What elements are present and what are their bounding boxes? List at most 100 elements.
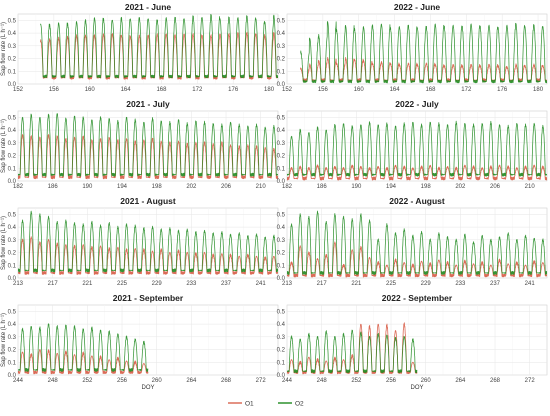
x-tick-label: 244 <box>13 378 24 384</box>
grid <box>286 208 547 279</box>
series-line-o2 <box>18 210 278 273</box>
y-tick-label: 0.5 <box>8 309 17 315</box>
y-tick-label: 0.0 <box>277 82 286 88</box>
y-axis-title: Sap flow rate (L h⁻¹) <box>1 22 7 76</box>
x-tick-label: 268 <box>221 378 232 384</box>
x-tick-label: 186 <box>317 184 328 190</box>
x-tick-label: 182 <box>282 184 293 190</box>
legend-label: O2 <box>295 400 304 407</box>
panel-7: 2021 - September 244 248 252 256 260 264 268 272… <box>1 293 279 391</box>
x-tick-label: 252 <box>351 378 362 384</box>
series-line-o2 <box>18 323 149 372</box>
panel-title: 2022 - September <box>382 293 453 303</box>
y-tick-label: 0.3 <box>277 335 286 341</box>
panel-title: 2022 - June <box>394 2 441 12</box>
y-tick-label: 0.4 <box>8 128 17 134</box>
x-tick-label: 180 <box>264 87 275 93</box>
y-tick-label: 0.2 <box>8 251 17 257</box>
x-tick-label: 206 <box>221 184 232 190</box>
panel-title: 2021 - July <box>126 99 170 109</box>
y-tick-label: 0.1 <box>277 166 286 172</box>
series-line-o2 <box>287 329 418 374</box>
y-tick-label: 0.4 <box>277 31 286 37</box>
series-line-o2 <box>300 21 547 84</box>
y-tick-label: 0.1 <box>8 263 17 269</box>
x-tick-label: 210 <box>525 184 536 190</box>
series-line-o1 <box>287 322 418 375</box>
x-tick-label: 248 <box>317 378 328 384</box>
plot-area <box>286 13 548 85</box>
y-tick-label: 0.5 <box>8 18 17 24</box>
x-tick-label: 202 <box>186 184 197 190</box>
x-tick-label: 152 <box>13 87 24 93</box>
y-tick-label: 0.3 <box>8 44 17 50</box>
x-tick-label: 229 <box>152 281 163 287</box>
x-tick-label: 198 <box>152 184 163 190</box>
y-tick-label: 0.1 <box>8 360 17 366</box>
x-tick-label: 156 <box>49 87 60 93</box>
y-tick-label: 0.1 <box>277 360 286 366</box>
plot-area <box>17 207 279 279</box>
y-tick-label: 0.2 <box>277 154 286 160</box>
grid <box>17 208 278 279</box>
y-tick-label: 0.3 <box>8 141 17 147</box>
x-tick-label: 217 <box>48 281 59 287</box>
plot-area <box>17 304 279 376</box>
x-tick-label: 233 <box>186 281 197 287</box>
y-tick-label: 0.4 <box>277 128 286 134</box>
x-tick-label: 221 <box>82 281 93 287</box>
x-tick-label: 233 <box>455 281 466 287</box>
x-tick-label: 256 <box>386 378 397 384</box>
y-tick-label: 0.5 <box>8 212 17 218</box>
series-line-o1 <box>18 349 149 375</box>
x-tick-label: 164 <box>390 87 401 93</box>
y-tick-label: 0.0 <box>8 373 17 379</box>
y-tick-label: 0.3 <box>277 44 286 50</box>
panel-2: 2022 - June 152 156 160 164 168 172 176 180 0.0 0.… <box>277 2 548 93</box>
y-tick-label: 0.5 <box>277 115 286 121</box>
x-tick-label: 190 <box>351 184 362 190</box>
plot-area <box>286 110 548 182</box>
x-tick-label: 168 <box>425 87 436 93</box>
series-line-o1 <box>18 134 278 180</box>
x-tick-label: 260 <box>152 378 163 384</box>
y-tick-label: 0.2 <box>8 57 17 63</box>
y-tick-label: 0.0 <box>277 276 286 282</box>
x-tick-label: 194 <box>117 184 128 190</box>
panel-title: 2022 - August <box>389 196 445 206</box>
x-tick-label: 180 <box>533 87 544 93</box>
panel-title: 2021 - June <box>125 2 172 12</box>
x-tick-label: 237 <box>490 281 501 287</box>
plot-area <box>286 207 548 279</box>
x-tick-label: 213 <box>13 281 24 287</box>
y-tick-label: 0.4 <box>8 225 17 231</box>
x-tick-label: 213 <box>282 281 293 287</box>
y-tick-label: 0.5 <box>8 115 17 121</box>
x-tick-label: 260 <box>421 378 432 384</box>
y-axis-title: Sap flow rate (L h⁻¹) <box>1 216 7 270</box>
x-tick-label: 217 <box>317 281 328 287</box>
x-tick-label: 190 <box>82 184 93 190</box>
legend-label: O1 <box>245 400 254 407</box>
series-line-o2 <box>18 113 278 177</box>
x-tick-label: 221 <box>351 281 362 287</box>
grid <box>286 14 547 85</box>
x-tick-label: 172 <box>461 87 472 93</box>
grid <box>286 305 547 376</box>
series-line-o2 <box>40 14 278 79</box>
y-tick-label: 0.3 <box>277 141 286 147</box>
x-axis-title: DOY <box>141 385 154 391</box>
y-tick-label: 0.1 <box>277 69 286 75</box>
x-tick-label: 172 <box>192 87 203 93</box>
legend-item-o1: O1 <box>228 400 254 407</box>
x-tick-label: 225 <box>117 281 128 287</box>
x-tick-label: 206 <box>490 184 501 190</box>
series-line-o1 <box>287 241 547 278</box>
x-tick-label: 168 <box>156 87 167 93</box>
y-tick-label: 0.3 <box>8 335 17 341</box>
x-tick-label: 244 <box>282 378 293 384</box>
y-tick-label: 0.4 <box>277 322 286 328</box>
x-tick-label: 156 <box>318 87 329 93</box>
series-line-o1 <box>287 164 547 181</box>
